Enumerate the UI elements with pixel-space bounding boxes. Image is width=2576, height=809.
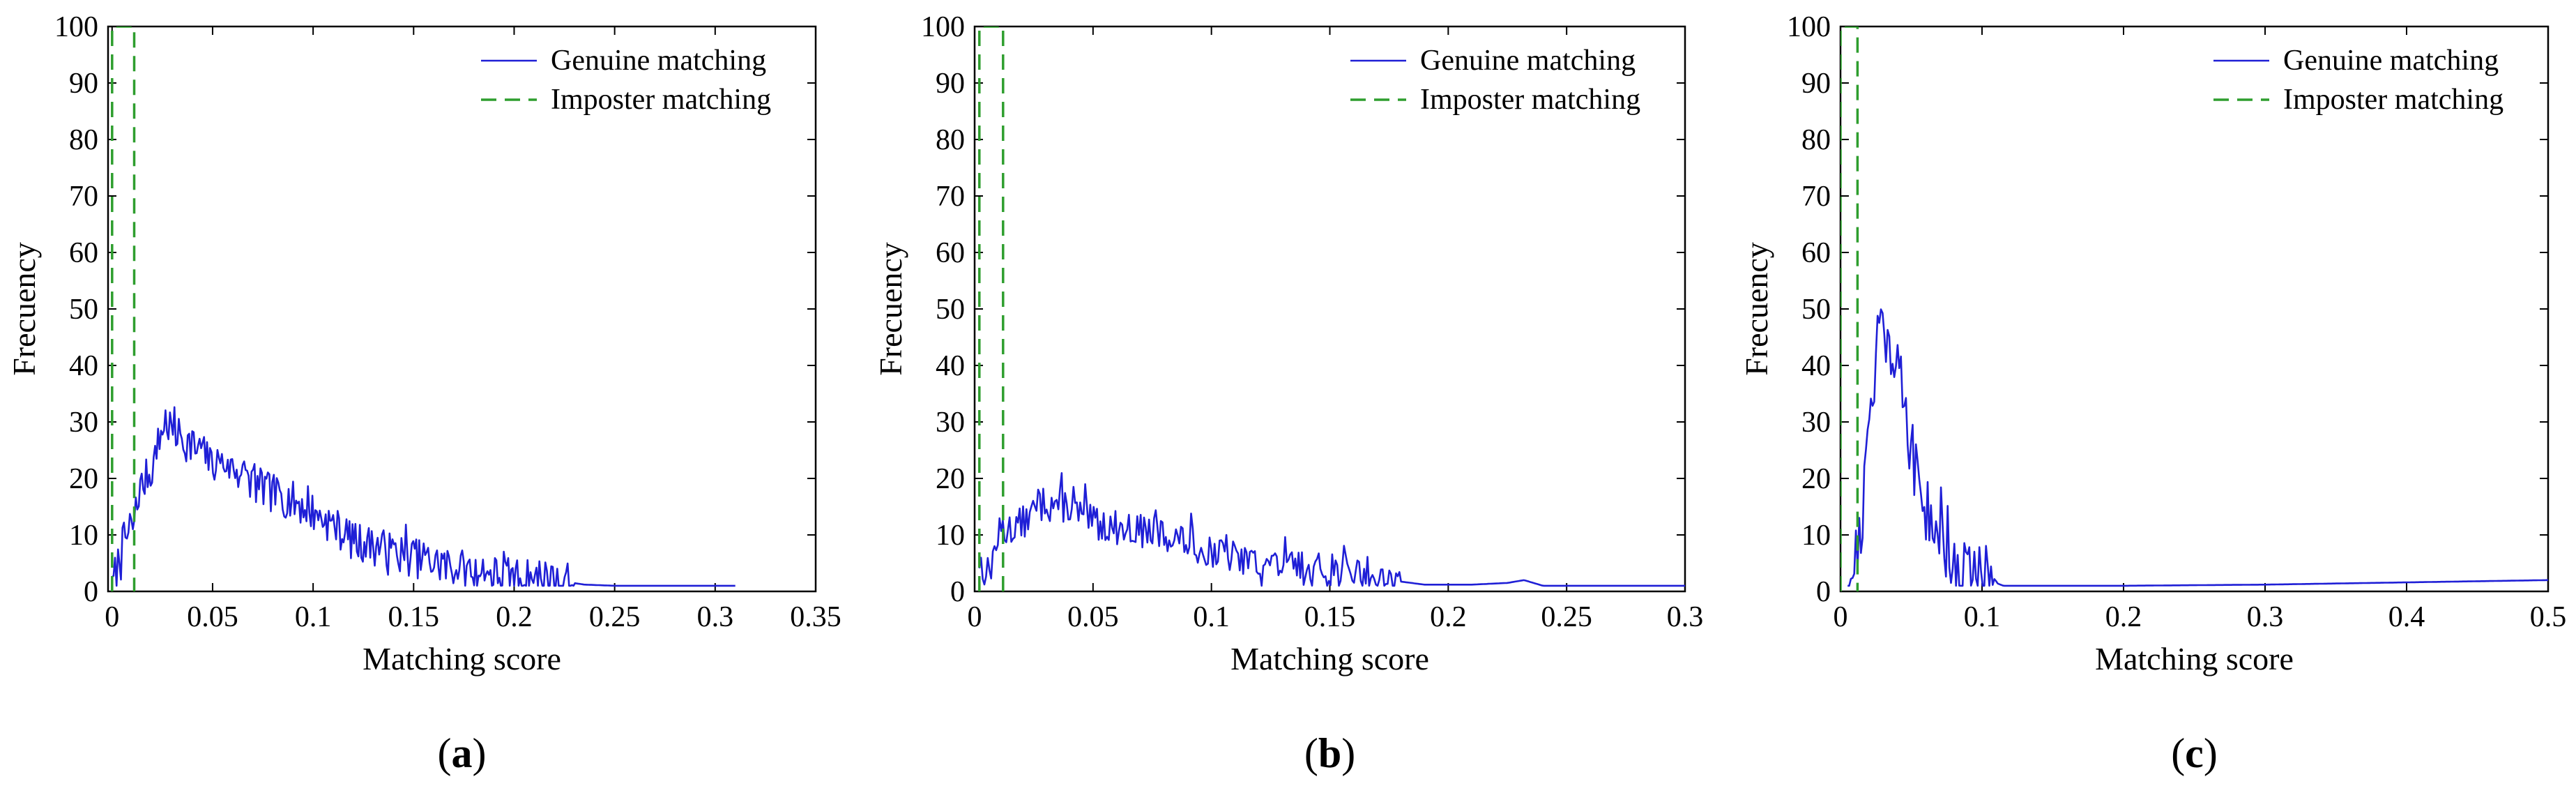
x-axis-label: Matching score xyxy=(1230,641,1429,676)
legend-genuine-label: Genuine matching xyxy=(1420,45,1636,77)
y-tick-label: 50 xyxy=(69,294,98,326)
y-axis-label: Frecuency xyxy=(873,242,908,376)
y-tick-label: 10 xyxy=(69,520,98,552)
panel-label-letter: a xyxy=(452,730,473,776)
y-tick-label: 70 xyxy=(1801,181,1831,213)
y-tick-label: 30 xyxy=(936,407,965,439)
y-tick-label: 0 xyxy=(1816,576,1831,608)
x-tick-label: 0.3 xyxy=(697,601,734,633)
legend-imposter-label: Imposter matching xyxy=(2283,84,2503,116)
y-tick-label: 20 xyxy=(69,463,98,495)
y-tick-label: 100 xyxy=(54,11,98,43)
panel-label-close: ) xyxy=(473,730,487,776)
y-tick-label: 20 xyxy=(936,463,965,495)
panel-label-c: (c) xyxy=(2171,730,2218,776)
y-tick-label: 80 xyxy=(69,124,98,156)
legend-imposter-label: Imposter matching xyxy=(551,84,771,116)
legend-genuine-label: Genuine matching xyxy=(2283,45,2499,77)
panel-label-b: (b) xyxy=(1304,730,1355,776)
y-tick-label: 40 xyxy=(69,350,98,382)
x-tick-label: 0.2 xyxy=(496,601,533,633)
y-axis-label: Frecuency xyxy=(1739,242,1774,376)
x-tick-label: 0.35 xyxy=(790,601,841,633)
y-tick-label: 10 xyxy=(1801,520,1831,552)
y-tick-label: 50 xyxy=(936,294,965,326)
x-tick-label: 0.05 xyxy=(187,601,238,633)
x-tick-label: 0.15 xyxy=(388,601,440,633)
y-tick-label: 0 xyxy=(84,576,98,608)
y-tick-label: 0 xyxy=(950,576,965,608)
genuine-series-line xyxy=(111,406,736,587)
y-tick-label: 80 xyxy=(1801,124,1831,156)
x-axis-label: Matching score xyxy=(363,641,561,676)
panel-label-open: ( xyxy=(1304,730,1318,776)
y-axis-label: Frecuency xyxy=(6,242,42,376)
panel-label-letter: c xyxy=(2185,730,2204,776)
y-tick-label: 90 xyxy=(69,68,98,100)
legend: Genuine matching Imposter matching xyxy=(481,45,771,116)
x-tick-label: 0 xyxy=(968,601,982,633)
y-tick-label: 40 xyxy=(936,350,965,382)
chart-panel-b: 0 10 20 30 40 50 60 70 80 90 100 0 0.05 0.1 0.15 0.2 0.2… xyxy=(873,11,1703,676)
y-tick-label: 100 xyxy=(1787,11,1831,43)
chart-panel-c: 0 10 20 30 40 50 60 70 80 90 100 0 0.1 0.2 0.3 0.4 0.5 Ma… xyxy=(1739,11,2566,676)
y-tick-label: 10 xyxy=(936,520,965,552)
y-tick-label: 90 xyxy=(936,68,965,100)
y-tick-label: 60 xyxy=(69,237,98,269)
x-tick-label: 0.15 xyxy=(1304,601,1356,633)
panel-label-close: ) xyxy=(2204,730,2218,776)
y-tick-label: 20 xyxy=(1801,463,1831,495)
x-axis-label: Matching score xyxy=(2095,641,2294,676)
y-tick-label: 50 xyxy=(1801,294,1831,326)
plot-area xyxy=(1840,27,2548,591)
y-tick-label: 70 xyxy=(69,181,98,213)
imposter-series-line xyxy=(1840,27,1859,591)
genuine-series-line xyxy=(1847,308,2548,587)
y-tick-label: 30 xyxy=(1801,407,1831,439)
x-tick-label: 0.3 xyxy=(2247,601,2284,633)
genuine-series-line xyxy=(978,472,1685,587)
panel-label-letter: b xyxy=(1318,730,1341,776)
x-tick-label: 0.5 xyxy=(2530,601,2567,633)
x-tick-label: 0.4 xyxy=(2388,601,2425,633)
x-tick-label: 0.2 xyxy=(1430,601,1467,633)
y-tick-label: 60 xyxy=(936,237,965,269)
x-tick-label: 0.3 xyxy=(1667,601,1704,633)
chart-panel-a: 0 10 20 30 40 50 60 70 80 90 100 0 0.05 0.1 0.15 0.2 0.2… xyxy=(6,11,841,676)
panel-label-a: (a) xyxy=(438,730,487,776)
y-tick-label: 90 xyxy=(1801,68,1831,100)
x-tick-label: 0 xyxy=(1834,601,1848,633)
legend: Genuine matching Imposter matching xyxy=(2213,45,2503,116)
x-tick-label: 0.2 xyxy=(2105,601,2142,633)
x-tick-label: 0 xyxy=(105,601,119,633)
y-tick-label: 30 xyxy=(69,407,98,439)
x-tick-label: 0.1 xyxy=(1964,601,2001,633)
y-tick-label: 60 xyxy=(1801,237,1831,269)
y-tick-label: 100 xyxy=(921,11,965,43)
panel-label-open: ( xyxy=(438,730,452,776)
panel-label-close: ) xyxy=(1341,730,1355,776)
plot-area xyxy=(111,27,736,591)
y-tick-label: 70 xyxy=(936,181,965,213)
legend: Genuine matching Imposter matching xyxy=(1350,45,1640,116)
legend-genuine-label: Genuine matching xyxy=(551,45,766,77)
x-tick-label: 0.05 xyxy=(1067,601,1119,633)
panel-label-open: ( xyxy=(2171,730,2185,776)
x-tick-label: 0.25 xyxy=(589,601,641,633)
legend-imposter-label: Imposter matching xyxy=(1420,84,1640,116)
plot-area xyxy=(978,27,1685,591)
x-tick-label: 0.1 xyxy=(1193,601,1230,633)
x-tick-label: 0.1 xyxy=(295,601,332,633)
y-tick-label: 40 xyxy=(1801,350,1831,382)
y-tick-label: 80 xyxy=(936,124,965,156)
x-tick-label: 0.25 xyxy=(1541,601,1592,633)
